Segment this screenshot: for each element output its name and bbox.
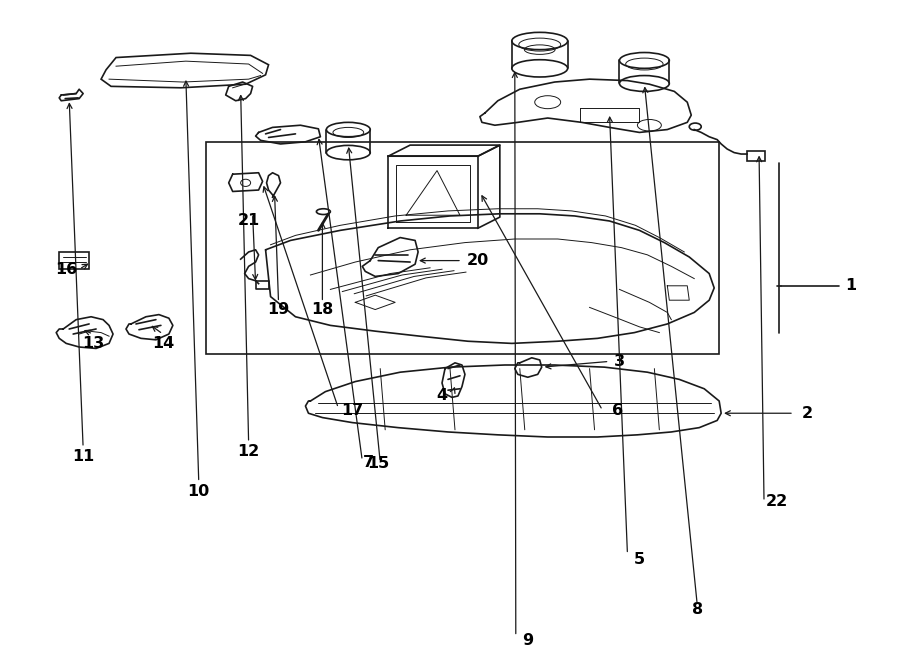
Text: 4: 4 — [436, 389, 447, 403]
Bar — [747, 151, 765, 161]
Text: 21: 21 — [238, 214, 260, 229]
Bar — [59, 252, 89, 269]
Text: 11: 11 — [72, 449, 94, 464]
Text: 6: 6 — [612, 403, 623, 418]
Text: 9: 9 — [522, 633, 534, 648]
Text: 2: 2 — [801, 406, 813, 421]
Text: 12: 12 — [238, 444, 260, 459]
Text: 10: 10 — [188, 483, 210, 498]
Bar — [206, 142, 719, 354]
Text: 16: 16 — [55, 262, 77, 277]
Text: 8: 8 — [692, 602, 703, 617]
Text: 5: 5 — [634, 552, 645, 567]
Text: 18: 18 — [311, 302, 334, 317]
Text: 7: 7 — [363, 455, 374, 470]
Text: 15: 15 — [367, 456, 390, 471]
Text: 13: 13 — [82, 336, 104, 351]
Text: 1: 1 — [845, 278, 856, 293]
Text: 19: 19 — [267, 302, 290, 317]
Text: 17: 17 — [341, 403, 364, 418]
Text: 20: 20 — [467, 253, 489, 268]
Text: 22: 22 — [766, 494, 788, 510]
Text: 14: 14 — [152, 336, 174, 351]
Text: 3: 3 — [614, 354, 625, 369]
